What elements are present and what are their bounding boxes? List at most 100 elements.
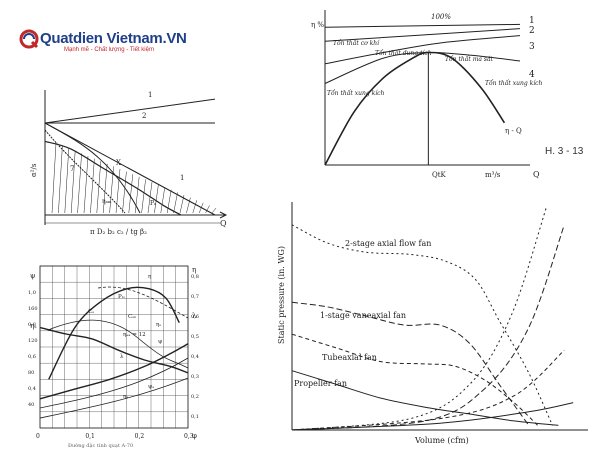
curve-label: Pₜₒ — [118, 294, 125, 300]
chart-bottom-right: 2-stage axial flow fan 1-stage vaneaxial … — [277, 202, 588, 445]
x-tick-label: 0,1 — [85, 433, 95, 440]
chart-bottom-left: 0 0,1 0,2 0,3 0,4 0,6 0,8 1,0 40 80 120 160 0,1 0,2 0,… — [28, 265, 199, 449]
hatch-mark — [160, 187, 166, 214]
curve-label: Pₐ — [150, 200, 157, 207]
line-number: 2 — [529, 26, 535, 36]
y-tick-label-psi: 80 — [28, 370, 34, 376]
y-axis-label-lambda: λ — [192, 312, 197, 320]
series-label: Tubeaxial fan — [322, 353, 377, 362]
y-tick-label-lambda: 0,1 — [191, 414, 199, 420]
curve-label: 1 — [180, 174, 184, 182]
curve-label: λ — [120, 354, 124, 360]
series-line-3 — [324, 35, 521, 65]
x-axis-label: Q — [533, 170, 540, 179]
curve-label: ηₛ — [156, 322, 161, 328]
curve-x — [44, 122, 141, 214]
curve-label: ψₛ — [148, 384, 154, 390]
curve-label: 7 — [70, 165, 74, 173]
brand-title: Quatdien Vietnam.VN — [40, 30, 187, 47]
chart-top-right: η % 100% 12 3 4 Tổn thất cơ khí Tổn thất dung … — [311, 10, 542, 179]
x-axis-label: Q — [220, 219, 227, 228]
qtk-label: QtK — [432, 171, 447, 179]
system-curve-4 — [291, 402, 574, 431]
y-axis-label: Static pressure (in. WG) — [277, 246, 286, 344]
system-curve-2 — [291, 224, 565, 431]
y-tick-label-psi: 120 — [28, 338, 38, 344]
hatch-mark — [205, 205, 210, 214]
y-axis-label-psi: ψ — [30, 272, 36, 280]
hatch-mark — [122, 171, 127, 214]
line-number: 4 — [529, 70, 535, 80]
series-line-3 — [39, 343, 189, 400]
y-tick-label-psi: 40 — [28, 402, 34, 408]
x-tick-label: 0 — [36, 433, 40, 440]
series-line-1 — [324, 23, 521, 28]
curve-label: ηₐₘ — [102, 198, 112, 205]
curve-label: Cₛ — [88, 309, 94, 315]
hatch-mark — [179, 194, 185, 214]
y-tick-label-eta: 0,6 — [28, 354, 36, 360]
series-line-5 — [324, 51, 506, 166]
curve-label: η — [148, 274, 151, 280]
system-curve-3 — [291, 349, 565, 431]
curve-label: Cₛₙ — [128, 314, 137, 320]
curve-label: 2 — [142, 112, 146, 120]
figure-caption: H. 3 - 13 — [545, 146, 584, 157]
y-tick-label-eta: 1,0 — [28, 290, 36, 296]
hatch-mark — [90, 158, 95, 214]
y-tick-label-lambda: 0,5 — [191, 334, 199, 340]
footnote: Đường đặc tính quạt A-70 — [68, 442, 133, 449]
loss-label: Tổn thất xung kích — [327, 90, 384, 97]
series-label: 1-stage vaneaxial fan — [320, 311, 406, 320]
curve-label: η - Q — [505, 127, 522, 135]
line-number: 1 — [529, 16, 535, 26]
series-line-4 — [44, 140, 182, 216]
y-axis-label: η % — [311, 21, 324, 29]
hatch-mark — [109, 166, 114, 214]
y-tick-label-lambda: 0,2 — [191, 394, 199, 400]
series-line-4 — [291, 370, 559, 426]
hatch-mark — [186, 197, 191, 214]
x-axis-arrow — [219, 211, 228, 219]
series-line-1 — [44, 98, 216, 124]
x-unit-label: m³/s — [485, 171, 501, 179]
hatch-mark — [96, 161, 102, 214]
y-axis-label: α²/s — [30, 163, 38, 177]
series-label: Propeller fan — [294, 379, 347, 388]
series-line-1 — [48, 286, 180, 380]
y-tick-label-lambda: 0,8 — [191, 274, 199, 280]
hatch-mark — [115, 168, 121, 214]
y-axis-label-eta: η — [192, 266, 196, 274]
hatch-mark — [198, 202, 204, 214]
hatch-mark — [77, 153, 82, 214]
curve-label: X — [116, 159, 121, 167]
hatch-mark — [141, 179, 146, 214]
x-axis-label: φ — [192, 432, 197, 440]
hatch-mark — [70, 150, 76, 214]
hatch-mark — [102, 163, 108, 214]
hatch-mark — [134, 176, 140, 214]
hatch-mark — [173, 192, 178, 214]
curve-lambda-s — [39, 377, 189, 419]
top-label: 100% — [431, 13, 451, 21]
curve-eta-s — [47, 319, 189, 369]
hatch-mark — [211, 207, 217, 214]
hatch-mark — [147, 181, 153, 214]
brand-tagline: Mạnh mẽ - Chất lượng - Tiết kiệm — [64, 47, 154, 53]
curve-label: 1 — [148, 91, 152, 99]
y-axis-label-eta-s: ηₛ — [30, 322, 37, 330]
y-tick-label-psi: 160 — [28, 306, 38, 312]
x-axis-label: Volume (cfm) — [414, 436, 469, 445]
hatch-mark — [64, 148, 70, 214]
hatch-mark — [128, 174, 134, 214]
y-tick-label-eta: 0,4 — [28, 386, 36, 392]
series-line-1 — [291, 224, 553, 426]
loss-label: Tổn thất xung kích — [485, 80, 542, 87]
plot-frame — [39, 265, 189, 429]
curve-c — [97, 286, 189, 319]
curve-psi-s — [39, 357, 189, 409]
line-number: 3 — [529, 42, 535, 52]
y-tick-label-lambda: 0,7 — [191, 294, 199, 300]
y-tick-label-eta: 0,8 — [28, 322, 36, 328]
